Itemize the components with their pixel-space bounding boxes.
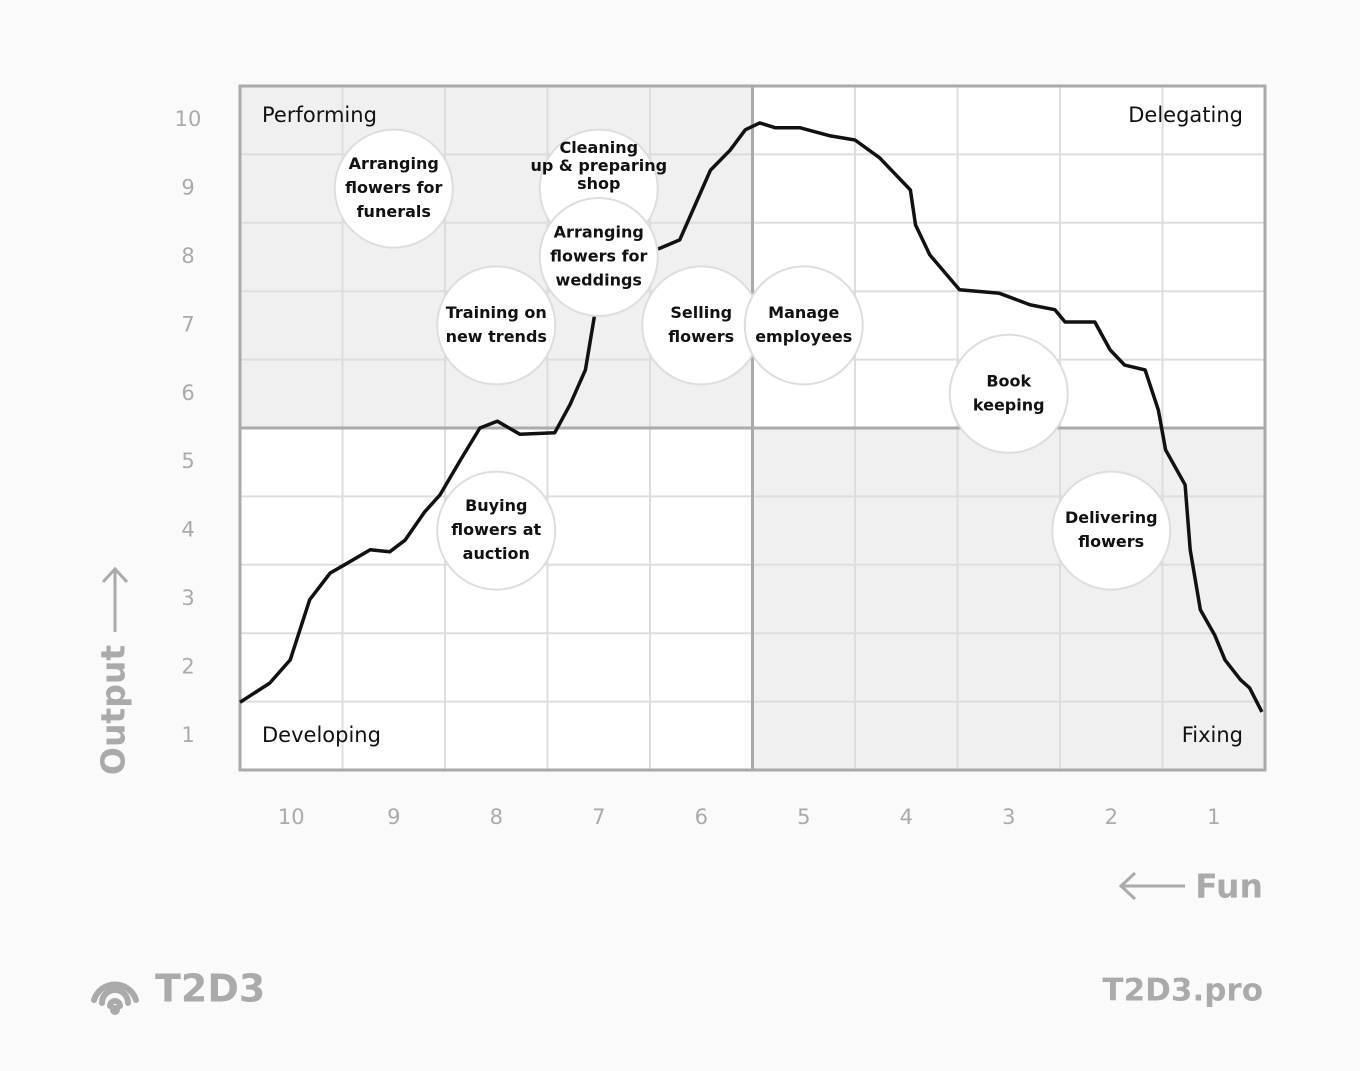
- y-tick-label: 8: [181, 244, 194, 268]
- task-label: Arranging: [554, 223, 644, 242]
- task-bubble: [333, 128, 454, 249]
- task-label: shop: [577, 174, 620, 193]
- x-tick-label: 3: [1002, 805, 1015, 829]
- task-bubble: [1051, 470, 1172, 591]
- y-axis-arrow: [101, 566, 129, 632]
- task-label: Selling: [670, 303, 732, 322]
- y-axis-label: Output: [94, 645, 133, 775]
- task-label: flowers at: [451, 520, 541, 539]
- quadrant-label: Performing: [262, 103, 377, 127]
- x-tick-label: 6: [695, 805, 708, 829]
- y-tick-label: 7: [181, 312, 194, 336]
- logo-icon: [91, 981, 139, 1015]
- plot-area: Performing Delegating Developing Fixing 10 9 8…: [175, 84, 1267, 829]
- task-bubble: [641, 265, 762, 386]
- y-tick-label: 10: [175, 107, 202, 131]
- x-tick-label: 1: [1207, 805, 1220, 829]
- x-tick-label: 8: [490, 805, 503, 829]
- curve: [239, 121, 1264, 713]
- x-tick-label: 7: [592, 805, 605, 829]
- task-label: Delivering: [1065, 508, 1158, 527]
- y-tick-label: 1: [181, 723, 194, 747]
- y-tick-label: 2: [181, 654, 194, 678]
- task-bubble: [743, 265, 864, 386]
- task-label: auction: [463, 544, 530, 563]
- task-label: Manage: [768, 303, 839, 322]
- task-label: Arranging: [349, 154, 439, 173]
- site-url: T2D3.pro: [1102, 973, 1263, 1009]
- task-label: new trends: [446, 327, 547, 346]
- x-axis-arrow: [1118, 871, 1185, 901]
- logo-text: T2D3: [155, 967, 265, 1011]
- task-label: Cleaning: [559, 138, 638, 157]
- task-label: Training on: [446, 303, 547, 322]
- x-tick-label: 4: [900, 805, 913, 829]
- task-label: funerals: [357, 202, 431, 221]
- task-label: employees: [755, 327, 852, 346]
- task-bubble: [538, 197, 659, 317]
- quadrant: [752, 428, 1265, 770]
- x-tick-label: 5: [797, 805, 810, 829]
- y-tick-label: 6: [181, 381, 194, 405]
- task-label: up & preparing: [530, 156, 667, 175]
- task-label: Book: [986, 371, 1031, 390]
- task-label: flowers: [668, 327, 734, 346]
- x-tick-label: 9: [387, 805, 400, 829]
- task-label: Buying: [465, 496, 527, 515]
- y-tick-label: 5: [181, 449, 194, 473]
- task-label: weddings: [556, 271, 642, 290]
- quadrant-label: Fixing: [1182, 723, 1243, 747]
- task-bubble: [436, 265, 557, 386]
- y-tick-label: 4: [181, 518, 194, 542]
- y-tick-label: 3: [181, 586, 194, 610]
- x-tick-label: 2: [1105, 805, 1118, 829]
- task-bubble: [436, 470, 557, 591]
- task-label: flowers: [1078, 532, 1144, 551]
- plot-border: [238, 84, 1267, 772]
- x-tick-label: 10: [278, 805, 305, 829]
- task-label: flowers for: [345, 178, 442, 197]
- x-axis-label: Fun: [1195, 867, 1263, 906]
- y-tick-label: 9: [181, 176, 194, 200]
- task-bubble: [948, 333, 1069, 454]
- task-label: flowers for: [550, 247, 647, 266]
- quadrant-label: Delegating: [1128, 103, 1243, 127]
- quadrant-label: Developing: [262, 723, 381, 747]
- task-label: keeping: [973, 395, 1045, 414]
